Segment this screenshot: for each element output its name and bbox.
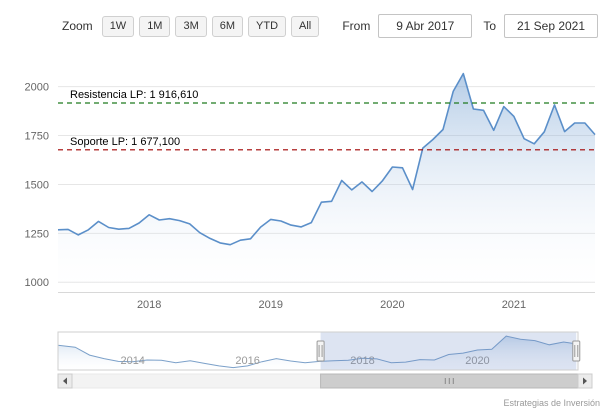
navigator-axis-label: 2016: [235, 355, 259, 367]
price-line: [57, 72, 596, 246]
y-axis-label: 2000: [25, 82, 49, 94]
x-axis-label: 2019: [259, 299, 283, 311]
zoom-button-3m[interactable]: 3M: [175, 15, 207, 37]
y-axis-label: 1750: [25, 131, 49, 143]
zoom-button-ytd[interactable]: YTD: [248, 15, 287, 37]
navigator-area: [58, 336, 578, 370]
credits-link[interactable]: Estrategias de Inversión: [503, 398, 600, 408]
navigator-selected-range[interactable]: [320, 332, 577, 370]
x-axis-label: 2020: [380, 299, 404, 311]
chart-canvas[interactable]: 1000 1250 1500 1750 2000 2018 2019 2020 2021 Resi…: [0, 42, 608, 405]
from-label: From: [342, 19, 371, 33]
navigator-axis-label: 2018: [350, 355, 374, 367]
zoom-label: Zoom: [62, 19, 93, 33]
y-axis-label: 1500: [25, 179, 49, 191]
zoom-button-all[interactable]: All: [291, 15, 320, 37]
zoom-button-1m[interactable]: 1M: [139, 15, 171, 37]
scrollbar-left-arrow-icon: [63, 377, 67, 385]
range-selector-toolbar: Zoom 1W 1M 3M 6M YTD All From To: [0, 0, 608, 42]
zoom-button-1w[interactable]: 1W: [101, 15, 135, 37]
to-date-input[interactable]: [504, 14, 598, 38]
price-area: [58, 73, 595, 292]
navigator-axis-label: 2020: [465, 355, 489, 367]
zoom-button-6m[interactable]: 6M: [211, 15, 244, 37]
x-axis-label: 2018: [137, 299, 161, 311]
x-axis-label: 2021: [502, 299, 526, 311]
navigator-handle-left[interactable]: [316, 340, 325, 362]
scrollbar-right-arrow-icon: [583, 377, 587, 385]
y-axis-label: 1250: [25, 228, 49, 240]
navigator-axis-label: 2014: [120, 355, 144, 367]
to-label: To: [483, 19, 496, 33]
y-axis-label: 1000: [25, 277, 49, 289]
from-date-input[interactable]: [378, 14, 473, 38]
resistencia-label: Resistencia LP: 1 916,610: [70, 89, 198, 101]
soporte-label: Soporte LP: 1 677,100: [70, 136, 180, 148]
navigator-handle-right[interactable]: [572, 340, 581, 362]
